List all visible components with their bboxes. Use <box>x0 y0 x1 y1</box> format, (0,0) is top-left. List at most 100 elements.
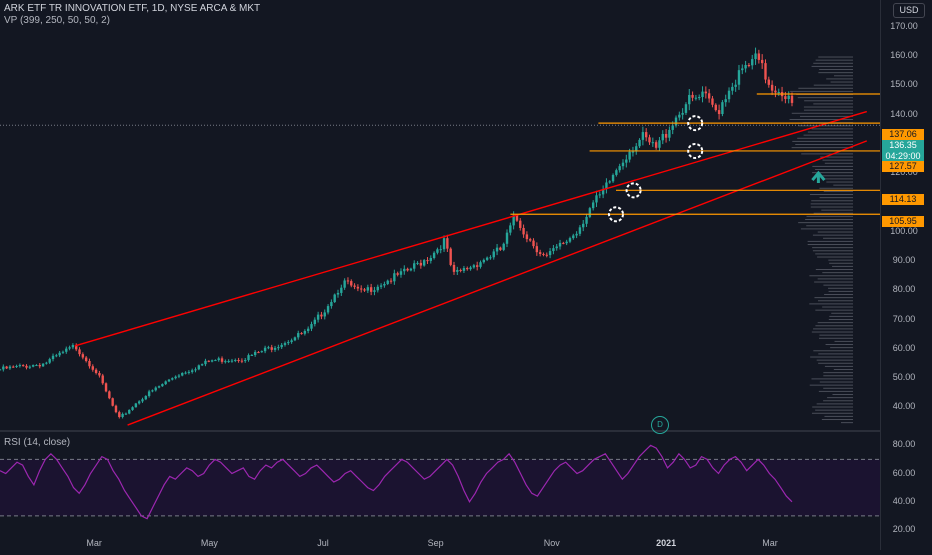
rsi-axis-tick: 80.00 <box>892 439 916 450</box>
volume-profile-bin <box>815 253 853 255</box>
candle-up <box>204 360 207 365</box>
candle-up <box>244 360 247 362</box>
candle-up <box>124 413 128 415</box>
candle-up <box>230 360 234 362</box>
volume-profile-bin <box>819 381 853 383</box>
candle-up <box>671 125 674 130</box>
candle-up <box>485 257 489 260</box>
candle-up <box>273 347 277 350</box>
candle-up <box>605 182 608 190</box>
candle-up <box>631 151 635 153</box>
candle-up <box>439 249 442 251</box>
candle-down <box>220 358 224 362</box>
volume-profile-bin <box>818 72 853 74</box>
candle-up <box>568 238 572 242</box>
volume-profile-bin <box>819 334 853 336</box>
candle-down <box>237 359 240 361</box>
candle-down <box>396 273 399 275</box>
channel-upper-line <box>74 110 867 347</box>
candle-up <box>224 361 227 363</box>
rsi-legend[interactable]: RSI (14, close) <box>4 437 71 448</box>
volume-profile-bin <box>812 250 853 252</box>
price-axis-tick: 140.00 <box>890 108 918 119</box>
volume-profile-bin <box>811 65 853 67</box>
candle-up <box>217 358 220 361</box>
candle-up <box>161 384 164 387</box>
candle-up <box>68 347 71 349</box>
candle-down <box>98 372 101 376</box>
candle-up <box>509 225 512 233</box>
candle-up <box>167 379 171 382</box>
candle-down <box>519 220 522 228</box>
volume-profile-bin <box>823 237 853 239</box>
candle-down <box>654 142 658 148</box>
candle-down <box>104 383 108 392</box>
candle-up <box>15 366 18 368</box>
volume-profile-bin <box>825 344 853 346</box>
volume-profile-bin <box>819 337 853 339</box>
candle-up <box>373 290 376 292</box>
candle-up <box>260 351 263 353</box>
time-axis-tick: Mar <box>86 538 102 548</box>
volume-profile-bin <box>789 119 853 121</box>
dividend-event-badge[interactable]: D <box>651 416 669 434</box>
candle-down <box>760 59 764 64</box>
currency-label[interactable]: USD <box>893 3 925 18</box>
volume-profile-bin <box>832 265 853 267</box>
candle-up <box>724 99 727 103</box>
volume-profile-bin <box>815 309 853 311</box>
candle-up <box>8 366 12 369</box>
candle-down <box>466 268 469 270</box>
candle-up <box>290 340 293 343</box>
candle-down <box>320 314 323 317</box>
candle-up <box>751 59 754 66</box>
volume-profile-bin <box>817 278 853 280</box>
candle-down <box>270 347 273 350</box>
volume-profile-bin <box>810 356 853 358</box>
volume-profile-bin <box>818 300 853 302</box>
volume-profile-bin <box>822 178 853 180</box>
candle-up <box>558 242 562 247</box>
candle-up <box>187 371 191 373</box>
candle-down <box>522 227 525 235</box>
candle-up <box>154 387 157 391</box>
candle-up <box>181 372 184 376</box>
candle-up <box>741 68 744 71</box>
candle-up <box>608 181 611 183</box>
candle-up <box>582 223 585 228</box>
candle-up <box>330 302 333 307</box>
candle-up <box>128 409 131 414</box>
indicator-legend[interactable]: VP (399, 250, 50, 50, 2) <box>4 15 111 26</box>
candle-down <box>767 79 771 85</box>
rsi-axis-tick: 60.00 <box>892 467 916 478</box>
candle-up <box>661 133 664 141</box>
candle-down <box>118 412 121 418</box>
candle-up <box>313 319 317 325</box>
volume-profile-bin <box>814 281 853 283</box>
volume-profile-bin <box>818 56 853 58</box>
candle-up <box>552 248 555 252</box>
candle-down <box>648 137 651 143</box>
candle-up <box>601 189 605 195</box>
candle-up <box>297 333 300 338</box>
candle-down <box>691 94 694 98</box>
candle-down <box>360 288 363 290</box>
volume-profile-bin <box>811 331 853 333</box>
volume-profile-bin <box>792 140 853 142</box>
candle-up <box>164 381 167 385</box>
candle-up <box>287 342 290 344</box>
candle-up <box>413 263 416 269</box>
pane-separator[interactable] <box>0 430 880 432</box>
volume-profile-bin <box>797 97 853 99</box>
candle-up <box>674 117 678 126</box>
volume-profile-bin <box>822 272 853 274</box>
candle-up <box>277 347 280 349</box>
candle-up <box>618 166 621 171</box>
candle-down <box>499 247 502 250</box>
candle-up <box>588 208 592 217</box>
price-axis-tick: 90.00 <box>892 255 916 265</box>
candle-up <box>303 331 307 334</box>
candle-up <box>336 292 340 295</box>
